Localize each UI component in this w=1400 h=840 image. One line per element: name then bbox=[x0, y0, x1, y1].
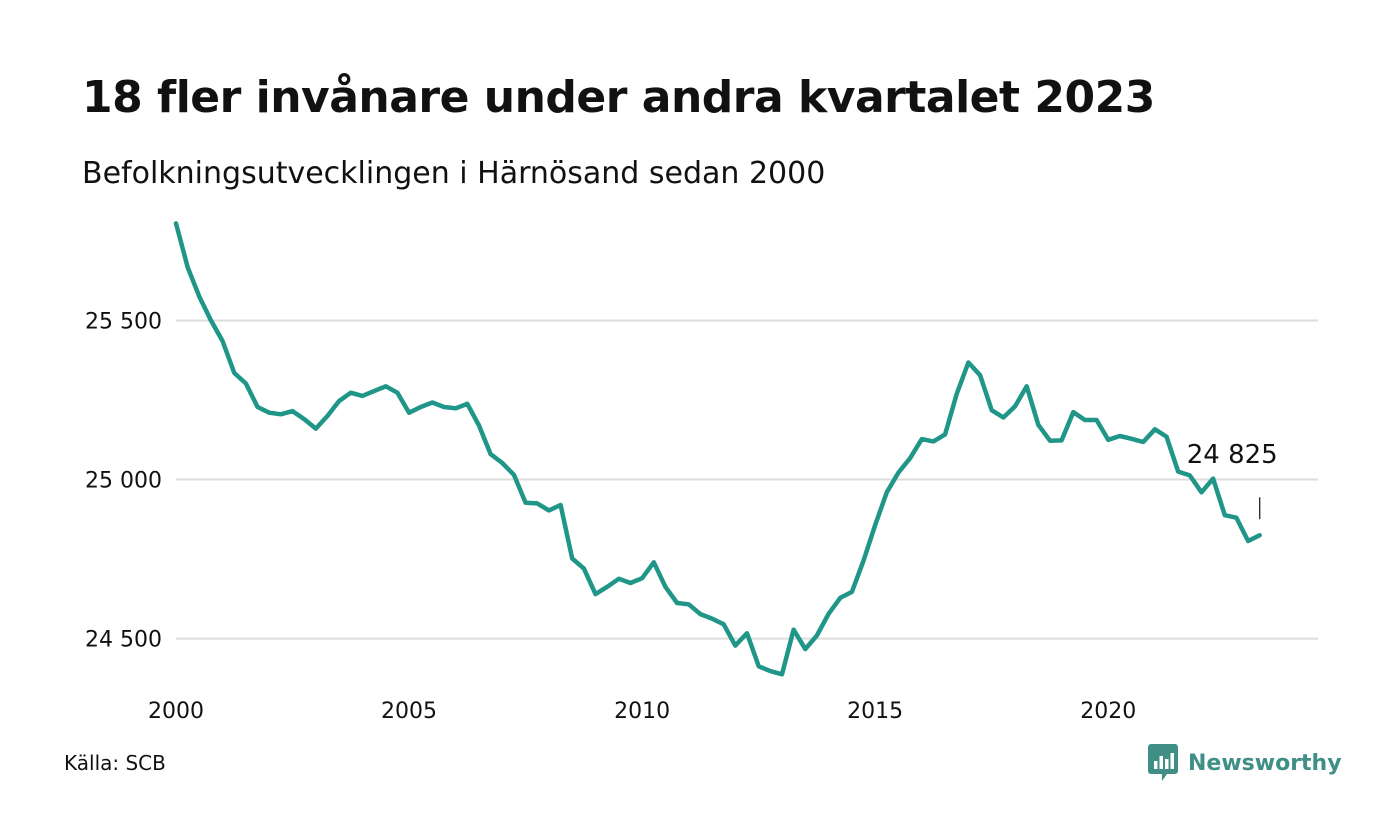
chart-title: 18 fler invånare under andra kvartalet 2… bbox=[82, 72, 1155, 123]
x-tick-label: 2005 bbox=[381, 699, 437, 724]
series-layer bbox=[173, 221, 1262, 677]
x-tick-label: 2015 bbox=[847, 699, 903, 724]
end-value-label: 24 825 bbox=[1187, 440, 1278, 470]
x-tick-label: 2020 bbox=[1080, 699, 1136, 724]
y-tick-label: 25 500 bbox=[85, 309, 162, 334]
x-tick-label: 2000 bbox=[148, 699, 204, 724]
y-tick-label: 24 500 bbox=[85, 628, 162, 653]
chart-subtitle: Befolkningsutvecklingen i Härnösand seda… bbox=[82, 156, 826, 191]
brand-name: Newsworthy bbox=[1188, 750, 1342, 776]
end-annotation: 24 825 bbox=[1187, 440, 1278, 520]
brand-logo: Newsworthy bbox=[1148, 744, 1342, 782]
newsworthy-logo-icon bbox=[1148, 744, 1178, 781]
source-note: Källa: SCB bbox=[64, 751, 166, 775]
x-axis-ticks: 2000 2005 2010 2015 2020 bbox=[148, 699, 1136, 724]
series-line bbox=[173, 221, 1262, 677]
y-axis-ticks: 24 500 25 000 25 500 bbox=[85, 309, 162, 652]
x-tick-label: 2010 bbox=[614, 699, 670, 724]
grid-lines bbox=[176, 319, 1318, 640]
y-tick-label: 25 000 bbox=[85, 469, 162, 494]
